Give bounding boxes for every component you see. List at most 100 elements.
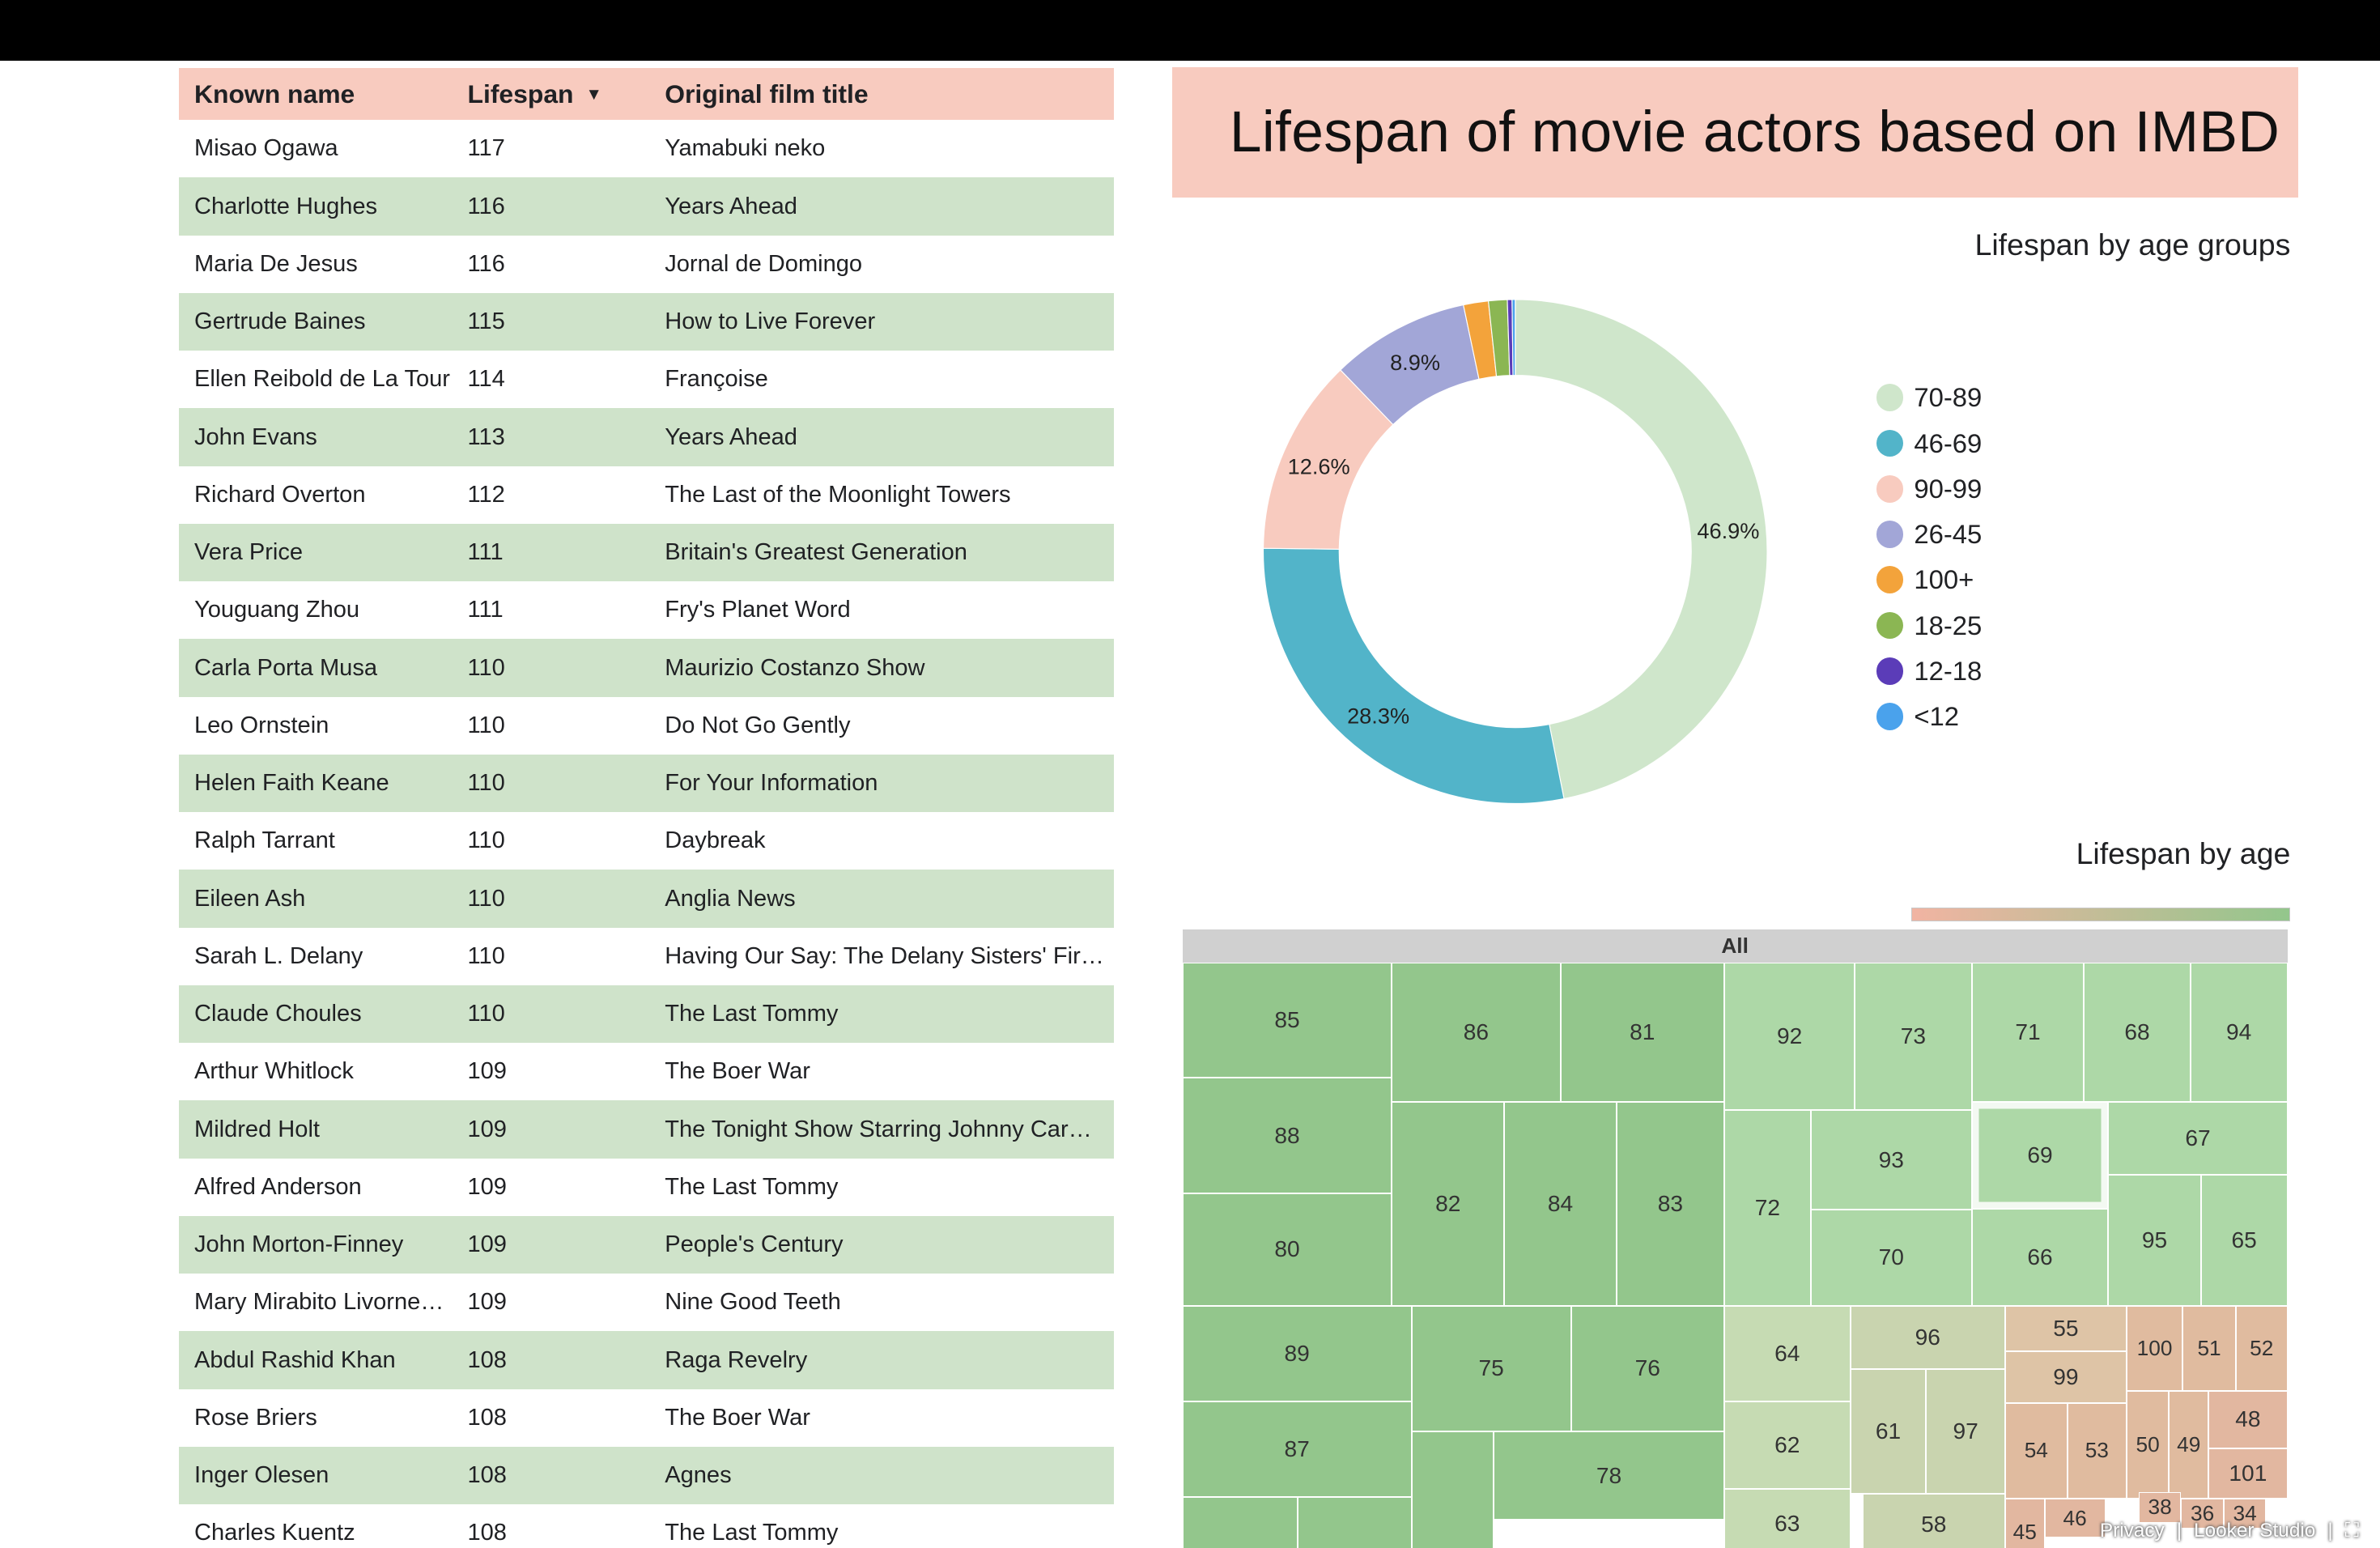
table-row[interactable]: Sarah L. Delany 110 Having Our Say: The De… [179,927,1115,985]
table-row[interactable]: Ralph Tarrant 110 Daybreak [179,812,1115,870]
donut-chart[interactable]: 46.9% 28.3% 12.6% 8.9% [1172,274,1871,836]
legend-item[interactable]: 46-69 [1876,420,1982,466]
treemap-cell[interactable]: 89 [1182,1305,1412,1401]
treemap-cell[interactable]: 46 [2044,1498,2106,1538]
treemap-cell[interactable]: 72 [1724,1109,1811,1306]
treemap-cell[interactable]: 99 [2004,1350,2127,1403]
treemap-cell[interactable]: 97 [1926,1369,2005,1494]
treemap-cell[interactable]: 95 [2108,1175,2201,1306]
table-row[interactable]: Gertrude Baines 115 How to Live Forever [179,292,1115,351]
table-row[interactable]: Abdul Rashid Khan 108 Raga Revelry [179,1331,1115,1389]
treemap-cell[interactable]: 65 [2200,1175,2288,1306]
legend-item[interactable]: 100+ [1876,557,1983,602]
table-row[interactable]: Rose Briers 108 The Boer War [179,1389,1115,1447]
treemap-cell[interactable]: 80 [1182,1193,1392,1306]
treemap-cell[interactable]: 64 [1724,1305,1851,1401]
treemap-cell[interactable]: 52 [2235,1305,2288,1391]
treemap-cell[interactable]: 100 [2126,1305,2183,1391]
treemap-cell[interactable]: 83 [1616,1102,1724,1306]
treemap-cell[interactable]: 71 [1971,962,2085,1103]
fullscreen-icon[interactable]: ⛶ [2344,1520,2359,1542]
donut-slice-46-69[interactable] [1262,547,1565,804]
treemap-cell[interactable]: 55 [2004,1305,2127,1351]
legend-item[interactable]: <12 [1876,694,1983,739]
table-row[interactable]: Claude Choules 110 The Last Tommy [179,985,1115,1044]
table-row[interactable]: Helen Faith Keane 110 For Your Information [179,754,1115,813]
legend-item[interactable]: 90-99 [1876,466,1982,512]
treemap-cell[interactable]: 85 [1182,962,1392,1078]
treemap-cell[interactable]: 88 [1182,1078,1392,1193]
treemap-cell[interactable]: 68 [2084,962,2191,1103]
sort-desc-icon[interactable]: ▼ [585,85,602,104]
treemap-cell[interactable] [1298,1496,1412,1548]
treemap-cell[interactable]: 50 [2126,1390,2170,1499]
table-row[interactable]: Inger Olesen 108 Agnes [179,1446,1115,1505]
treemap-cell[interactable]: 34 [2223,1498,2267,1529]
treemap-cell[interactable]: 36 [2181,1498,2224,1529]
treemap-cell[interactable]: 38 [2138,1492,2182,1523]
table-row[interactable]: Mildred Holt 109 The Tonight Show Starring… [179,1100,1115,1159]
treemap-cell[interactable]: 53 [2067,1402,2127,1499]
treemap-cell[interactable]: 58 [1862,1494,2005,1548]
treemap-cell[interactable]: 84 [1504,1102,1617,1306]
legend-item[interactable]: 18-25 [1876,602,1982,648]
treemap-cell[interactable]: 73 [1855,962,1972,1110]
treemap-root-label[interactable]: All [1182,929,2288,963]
treemap-cell[interactable] [1411,1431,1494,1548]
treemap-cell[interactable]: 93 [1810,1109,1972,1210]
treemap-cell[interactable]: 78 [1494,1431,1724,1520]
treemap-cell[interactable]: 45 [2004,1498,2045,1548]
treemap-chart[interactable]: All 85 86 81 92 73 71 68 94 88 82 84 83 72 93 69 67 80 70… [1182,929,2288,1548]
table-row[interactable]: Charles Kuentz 108 The Last Tommy [179,1504,1115,1548]
treemap-cell[interactable]: 101 [2208,1448,2288,1499]
header-film-title[interactable]: Original film title [665,79,869,108]
header-known-name[interactable]: Known name [194,79,355,108]
table-row[interactable]: Eileen Ash 110 Anglia News [179,870,1115,928]
table-row[interactable]: Arthur Whitlock 109 The Boer War [179,1043,1115,1101]
treemap-cell[interactable]: 82 [1392,1102,1505,1306]
table-row[interactable]: Mary Mirabito Livorne… 109 Nine Good Teeth [179,1274,1115,1332]
looker-studio-link[interactable]: Looker Studio [2194,1520,2316,1542]
treemap-cell[interactable]: 81 [1560,962,1724,1103]
treemap-cell[interactable]: 54 [2004,1402,2068,1499]
table-row[interactable]: Ellen Reibold de La Tour 114 Françoise [179,351,1115,409]
treemap-cell[interactable]: 76 [1570,1305,1724,1432]
table-row[interactable]: Leo Ornstein 110 Do Not Go Gently [179,696,1115,755]
privacy-link[interactable]: Privacy [2099,1520,2165,1542]
treemap-cell[interactable]: 67 [2108,1102,2288,1176]
legend-item[interactable]: 12-18 [1876,649,1982,694]
treemap-cell[interactable]: 61 [1850,1369,1927,1494]
table-row[interactable]: Maria De Jesus 116 Jornal de Domingo [179,235,1115,293]
treemap-cell[interactable]: 70 [1810,1210,1972,1306]
cell-known-name: Abdul Rashid Khan [194,1346,396,1373]
treemap-cell[interactable]: 63 [1724,1489,1851,1548]
treemap-cell[interactable]: 87 [1182,1401,1412,1497]
table-row[interactable]: John Morton-Finney 109 People's Century [179,1215,1115,1274]
treemap-cell[interactable]: 62 [1724,1401,1851,1490]
treemap-cell[interactable]: 69 [1971,1102,2109,1209]
donut-slice-<12[interactable] [1511,298,1515,376]
donut-slice-70-89[interactable] [1514,298,1768,799]
treemap-cell[interactable]: 51 [2182,1305,2236,1391]
treemap-cell[interactable]: 48 [2208,1390,2288,1448]
table-row[interactable]: Charlotte Hughes 116 Years Ahead [179,177,1115,236]
table-row[interactable]: John Evans 113 Years Ahead [179,408,1115,466]
table-row[interactable]: Misao Ogawa 117 Yamabuki neko [179,120,1115,178]
legend-item[interactable]: 26-45 [1876,512,1982,557]
treemap-cell[interactable]: 86 [1392,962,1561,1103]
treemap-cell[interactable]: 94 [2190,962,2288,1103]
treemap-cell[interactable]: 49 [2169,1390,2209,1499]
table-row[interactable]: Youguang Zhou 111 Fry's Planet Word [179,581,1115,640]
table-row[interactable]: Carla Porta Musa 110 Maurizio Costanzo Sho… [179,639,1115,697]
header-lifespan[interactable]: Lifespan ▼ [468,79,665,109]
treemap-cell[interactable]: 96 [1850,1305,2005,1370]
legend-item[interactable]: 70-89 [1876,375,1982,420]
treemap-cell[interactable]: 92 [1724,962,1855,1110]
treemap-cell[interactable]: 66 [1971,1208,2109,1306]
treemap-cell[interactable] [1182,1496,1298,1548]
treemap-cell[interactable]: 75 [1411,1305,1571,1432]
table-row[interactable]: Vera Price 111 Britain's Greatest Generati… [179,523,1115,582]
table-row[interactable]: Richard Overton 112 The Last of the Moonli… [179,466,1115,524]
table-row[interactable]: Alfred Anderson 109 The Last Tommy [179,1158,1115,1216]
cell-film-title: Anglia News [665,885,796,912]
